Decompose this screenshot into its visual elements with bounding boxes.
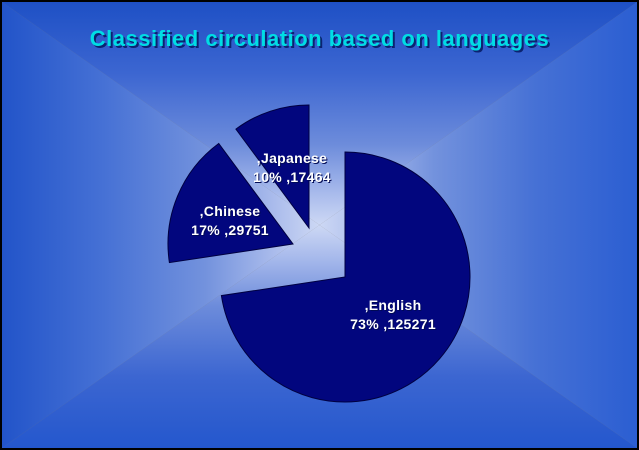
pie-slice-japanese[interactable] — [235, 104, 310, 230]
chart-title: Classified circulation based on language… — [89, 26, 550, 51]
pie-slice-english[interactable] — [220, 151, 471, 403]
pie-slice-chinese[interactable] — [167, 142, 294, 264]
